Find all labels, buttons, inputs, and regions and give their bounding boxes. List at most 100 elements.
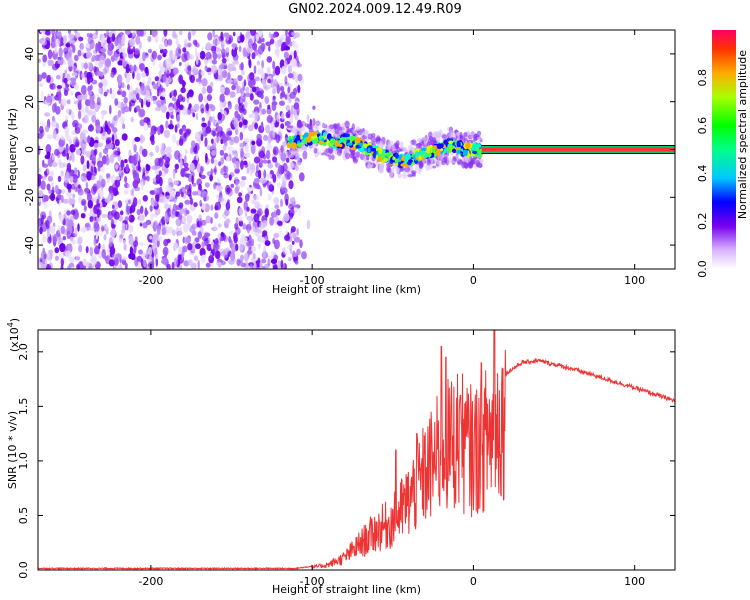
signal-blob <box>338 140 342 144</box>
noise-speckle <box>198 93 204 103</box>
noise-speckle <box>219 149 225 156</box>
noise-speckle <box>160 105 167 113</box>
noise-speckle <box>181 124 187 132</box>
noise-speckle <box>91 254 97 265</box>
noise-speckle <box>266 142 272 153</box>
noise-speckle <box>199 165 204 175</box>
signal-halo <box>345 152 351 160</box>
noise-speckle <box>90 165 94 176</box>
noise-speckle <box>272 146 279 156</box>
noise-speckle <box>157 126 161 136</box>
noise-speckle <box>154 76 160 82</box>
noise-speckle <box>50 225 56 235</box>
signal-halo <box>399 141 404 148</box>
noise-speckle <box>204 203 210 213</box>
noise-speckle <box>284 94 288 100</box>
noise-speckle <box>106 173 110 178</box>
noise-speckle <box>117 90 121 95</box>
x-tick-label: 0 <box>470 575 477 588</box>
noise-speckle <box>226 79 234 84</box>
noise-speckle <box>271 101 278 106</box>
noise-speckle <box>111 33 116 42</box>
noise-speckle <box>265 41 272 47</box>
noise-speckle <box>77 100 82 111</box>
noise-speckle <box>84 223 90 228</box>
noise-speckle <box>146 95 153 103</box>
noise-speckle <box>227 145 234 155</box>
signal-halo <box>325 147 330 154</box>
noise-speckle <box>235 179 238 187</box>
noise-speckle <box>169 50 173 58</box>
noise-speckle <box>80 175 84 180</box>
noise-speckle <box>173 67 179 75</box>
signal-halo <box>313 125 319 129</box>
noise-speckle <box>233 136 240 144</box>
x-tick-label: -200 <box>138 274 163 287</box>
noise-speckle <box>173 89 177 97</box>
noise-speckle <box>62 236 66 241</box>
noise-speckle <box>197 259 200 269</box>
noise-speckle <box>227 63 233 73</box>
signal-halo <box>375 136 382 144</box>
noise-speckle <box>80 43 84 51</box>
signal-halo <box>459 134 464 141</box>
noise-speckle <box>231 43 238 48</box>
noise-speckle <box>250 144 256 155</box>
noise-speckle <box>219 236 224 242</box>
noise-speckle <box>149 235 153 240</box>
y-axis-label: Frequency (Hz) <box>6 108 19 191</box>
noise-speckle <box>234 110 239 118</box>
noise-speckle <box>189 162 195 172</box>
noise-speckle <box>251 245 257 253</box>
noise-speckle <box>69 176 74 183</box>
noise-speckle <box>261 37 265 43</box>
noise-speckle <box>201 46 204 52</box>
noise-speckle <box>206 94 212 101</box>
y-tick-label: -20 <box>23 188 36 206</box>
noise-speckle <box>287 73 294 79</box>
noise-speckle <box>141 180 144 191</box>
noise-speckle <box>279 37 283 45</box>
noise-speckle <box>206 145 213 151</box>
noise-speckle <box>78 36 84 42</box>
noise-speckle <box>166 263 171 269</box>
signal-blob <box>475 143 482 148</box>
noise-speckle <box>103 148 109 155</box>
noise-speckle <box>201 86 207 95</box>
noise-speckle <box>272 33 276 39</box>
noise-speckle <box>124 176 128 183</box>
signal-blob <box>362 143 368 149</box>
noise-speckle <box>256 60 261 66</box>
noise-speckle <box>66 99 71 105</box>
signal-blob <box>405 153 411 160</box>
noise-speckle <box>255 184 261 190</box>
noise-speckle <box>103 91 108 97</box>
signal-halo <box>386 166 391 172</box>
noise-speckle <box>276 182 281 187</box>
noise-speckle <box>243 119 248 126</box>
spectrogram-plot-area <box>38 30 675 269</box>
noise-speckle <box>210 241 215 246</box>
noise-speckle <box>199 50 206 60</box>
noise-speckle <box>292 40 295 46</box>
signal-halo <box>394 145 399 150</box>
signal-blob <box>346 142 353 146</box>
noise-speckle <box>70 43 73 48</box>
noise-speckle <box>138 199 142 205</box>
noise-speckle <box>193 255 199 262</box>
noise-speckle <box>225 184 231 195</box>
noise-speckle <box>112 204 115 209</box>
noise-speckle <box>195 243 201 250</box>
noise-speckle <box>170 114 174 120</box>
noise-speckle <box>125 203 129 213</box>
noise-speckle <box>239 243 244 251</box>
noise-speckle <box>227 100 232 106</box>
noise-speckle <box>178 202 184 209</box>
noise-speckle <box>212 30 216 38</box>
noise-speckle <box>48 249 53 254</box>
noise-speckle <box>249 263 253 269</box>
noise-speckle <box>225 32 230 41</box>
noise-speckle <box>266 115 273 124</box>
noise-speckle <box>200 174 206 180</box>
noise-speckle <box>43 200 48 209</box>
